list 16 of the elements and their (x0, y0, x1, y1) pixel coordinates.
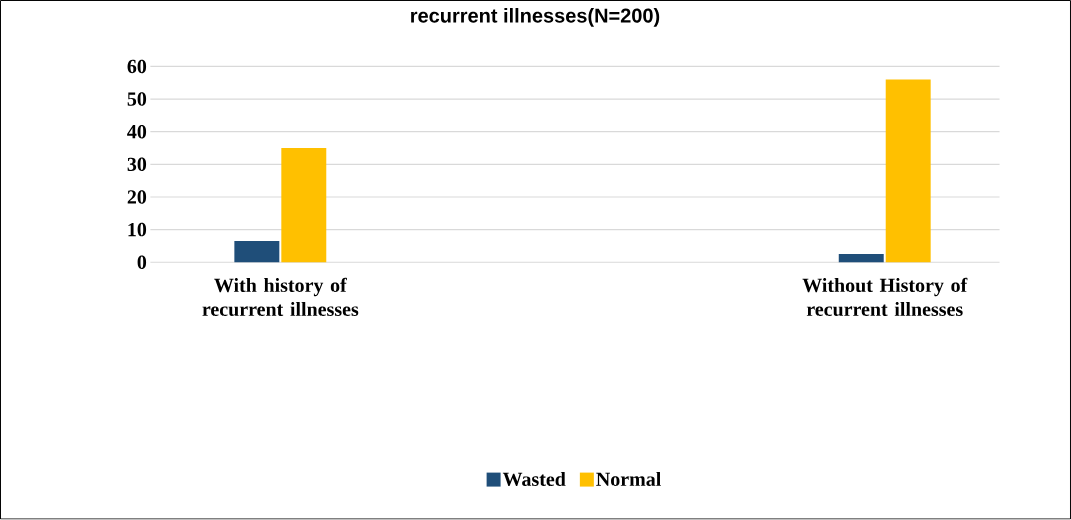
y-tick-label: 30 (127, 157, 147, 172)
bar (838, 254, 884, 263)
y-tick-label: 40 (127, 125, 147, 139)
legend-label: Normal (596, 472, 661, 487)
y-tick-label: 20 (127, 190, 147, 204)
bar (885, 79, 931, 263)
bar (234, 241, 280, 263)
legend-label: Wasted (502, 472, 566, 487)
x-tick-label: Without History of recurrent illnesses (802, 278, 968, 317)
bar (281, 148, 327, 263)
chart-title: recurrent illnesses(N=200) (411, 8, 660, 27)
y-tick-label: 0 (137, 255, 147, 270)
y-tick-label: 60 (127, 59, 147, 74)
x-tick-label: With history of recurrent illnesses (202, 278, 359, 317)
y-tick-label: 50 (127, 92, 147, 107)
y-tick-label: 10 (128, 223, 147, 237)
